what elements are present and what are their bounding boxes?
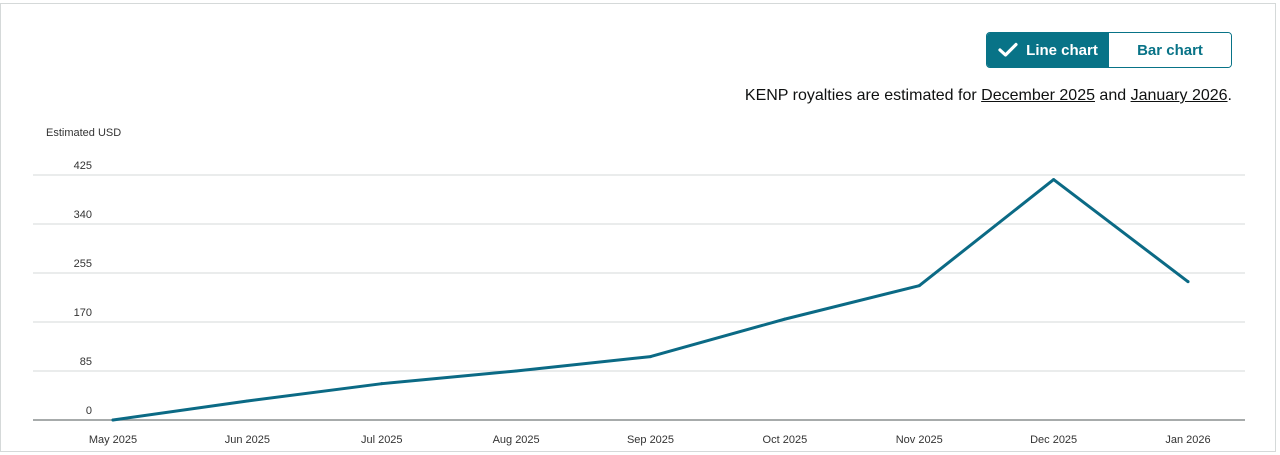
data-point [1186,280,1190,284]
y-tick-label: 0 [86,405,92,417]
chart-panel [0,3,1276,452]
series-line [111,178,1190,422]
data-point [111,418,115,422]
data-point [514,369,518,373]
data-point [380,382,384,386]
y-tick-label: 255 [74,258,92,270]
note-prefix: KENP royalties are estimated for [744,87,982,104]
bar-chart-label: Bar chart [1137,41,1203,59]
data-point [783,317,787,321]
x-tick-label: Jul 2025 [361,434,403,446]
data-point [917,284,921,288]
data-point [245,399,249,403]
bar-chart-button[interactable]: Bar chart [1109,33,1231,67]
y-tick-label: 85 [80,356,92,368]
note-suffix: . [1227,87,1232,104]
estimate-note: KENP royalties are estimated for Decembe… [745,87,1232,105]
x-tick-label: Dec 2025 [1030,434,1077,446]
checkmark-icon [998,42,1018,58]
x-tick-label: Jun 2025 [225,434,270,446]
x-tick-label: Aug 2025 [493,434,540,446]
data-point [649,355,652,359]
x-tick-label: Nov 2025 [896,434,943,446]
chart-type-toggle: Line chart Bar chart [986,32,1232,68]
x-tick-label: Jan 2026 [1165,434,1210,446]
y-tick-label: 340 [74,209,92,221]
data-point [1052,178,1056,182]
note-middle: and [1094,87,1131,104]
y-tick-label: 425 [74,160,92,172]
y-axis-label: Estimated USD [46,127,121,139]
january-2026-link[interactable]: January 2026 [1130,87,1228,104]
x-tick-label: Oct 2025 [763,434,808,446]
y-tick-label: 170 [74,307,92,319]
december-2025-link[interactable]: December 2025 [981,87,1095,104]
line-chart-button[interactable]: Line chart [987,33,1109,67]
x-tick-label: Sep 2025 [627,434,674,446]
x-tick-label: May 2025 [89,434,137,446]
line-chart-label: Line chart [1026,41,1098,59]
